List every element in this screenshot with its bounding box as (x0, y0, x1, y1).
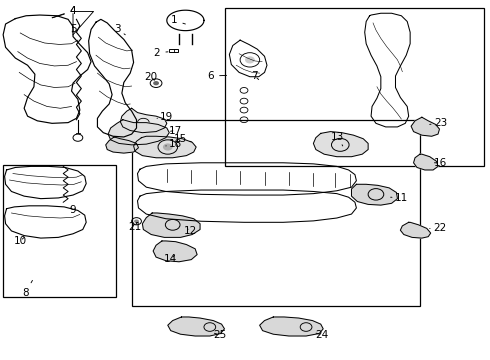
Bar (132, 120, 420, 306)
Polygon shape (314, 132, 368, 157)
Polygon shape (108, 120, 169, 145)
Text: 7: 7 (251, 71, 259, 81)
Polygon shape (143, 213, 200, 237)
Text: 23: 23 (430, 118, 447, 128)
Text: 20: 20 (145, 72, 158, 82)
Bar (225, 8, 485, 166)
Circle shape (163, 143, 172, 150)
Text: 2: 2 (154, 48, 168, 58)
Polygon shape (411, 117, 440, 136)
Text: 25: 25 (213, 330, 226, 340)
Text: 11: 11 (391, 193, 408, 203)
Polygon shape (121, 108, 167, 133)
Text: 9: 9 (70, 206, 76, 216)
Polygon shape (351, 184, 397, 205)
Text: 19: 19 (157, 112, 173, 122)
Text: 1: 1 (171, 15, 185, 26)
Bar (3, 165, 117, 297)
Text: 4: 4 (52, 6, 76, 18)
Polygon shape (400, 222, 431, 238)
Text: 5: 5 (70, 24, 76, 35)
Text: 12: 12 (184, 226, 197, 236)
Text: 6: 6 (207, 71, 226, 81)
Bar (169, 49, 178, 52)
Text: 21: 21 (128, 222, 142, 232)
Polygon shape (106, 137, 139, 153)
Text: 17: 17 (169, 126, 182, 135)
Text: 22: 22 (430, 224, 446, 233)
Text: 16: 16 (434, 158, 447, 168)
Circle shape (134, 220, 139, 223)
Text: 15: 15 (174, 134, 191, 144)
Text: 18: 18 (166, 139, 182, 149)
Polygon shape (414, 154, 438, 170)
Text: 4: 4 (52, 6, 76, 18)
Text: 3: 3 (115, 24, 125, 35)
Text: 14: 14 (164, 254, 177, 264)
Circle shape (245, 56, 255, 63)
Text: 8: 8 (22, 280, 32, 298)
Polygon shape (134, 136, 196, 158)
Polygon shape (168, 317, 224, 336)
Text: 24: 24 (316, 330, 329, 340)
Text: 13: 13 (331, 132, 344, 146)
Polygon shape (260, 317, 323, 336)
Polygon shape (153, 241, 197, 262)
Text: 10: 10 (14, 236, 27, 246)
Circle shape (153, 81, 159, 85)
